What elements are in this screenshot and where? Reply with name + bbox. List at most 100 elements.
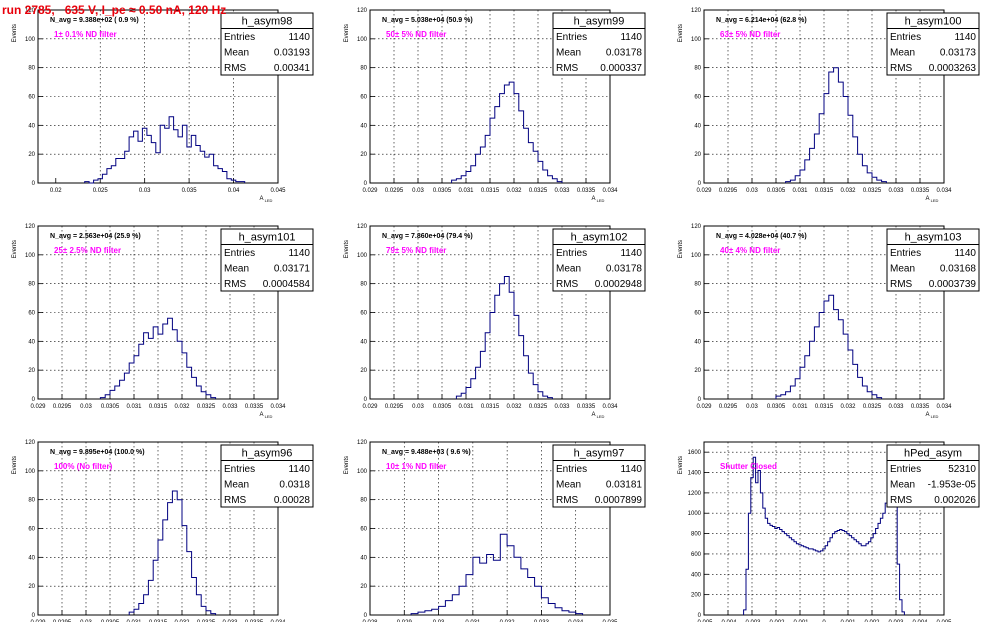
x-tick-label: 0.0335	[911, 188, 930, 194]
x-tick-label: 0.03	[433, 620, 445, 622]
y-axis-title: Events	[344, 240, 350, 258]
y-tick-label: 120	[691, 8, 702, 14]
stats-title: hPed_asym	[904, 448, 962, 460]
x-tick-label: 0.029	[30, 404, 46, 410]
x-tick-label: 0.029	[397, 620, 413, 622]
x-tick-label: 0.032	[174, 620, 190, 622]
x-tick-label: 0.033	[888, 404, 904, 410]
stats-value: 0.03168	[940, 264, 977, 275]
stats-label: RMS	[224, 63, 247, 74]
x-tick-label: 0.0325	[197, 620, 216, 622]
y-tick-label: 120	[25, 8, 36, 14]
stats-value: 52310	[948, 464, 976, 475]
stats-value: 0.00028	[274, 495, 311, 506]
x-tick-label: 0.0305	[433, 188, 452, 194]
stats-label: Entries	[224, 464, 255, 475]
x-tick-label: 0.003	[888, 620, 904, 622]
x-axis-title: A LED	[592, 196, 605, 203]
histogram-step-h_asym96	[128, 490, 217, 615]
y-tick-label: 20	[694, 368, 701, 374]
x-tick-label: 0.0325	[529, 404, 548, 410]
histogram-panel-h_asym97: 0.028 0.029 0.03 0.031 0.032 0.033 0.034 0.035 0…	[344, 440, 646, 622]
x-tick-label: 0.0325	[197, 404, 216, 410]
x-tick-label: 0.032	[840, 404, 856, 410]
x-tick-label: 0.03	[412, 404, 424, 410]
histogram-step-h_asym99	[451, 81, 563, 183]
x-tick-label: 0.034	[270, 620, 286, 622]
stats-value: 0.0318	[279, 480, 310, 491]
y-tick-label: 60	[360, 95, 367, 101]
x-tick-label: 0.035	[182, 188, 198, 194]
x-tick-label: -0.001	[791, 620, 809, 622]
filter-label: 40± 4% ND filter	[720, 246, 780, 255]
y-tick-label: 1000	[688, 511, 702, 517]
x-tick-label: 0.031	[126, 620, 142, 622]
x-tick-label: 0.0315	[481, 188, 500, 194]
y-axis-title: Events	[12, 456, 18, 474]
y-tick-label: 40	[694, 339, 701, 345]
y-tick-label: 0	[32, 181, 36, 187]
y-tick-label: 100	[357, 253, 368, 259]
x-tick-label: 0.032	[840, 188, 856, 194]
navg-label: N_avg = 5.038e+04 (50.9 %)	[382, 17, 473, 24]
stats-label: Mean	[890, 264, 915, 275]
stats-value: 0.000337	[600, 63, 642, 74]
y-tick-label: 0	[364, 397, 368, 403]
x-tick-label: 0.033	[554, 188, 570, 194]
y-tick-label: 100	[357, 37, 368, 43]
y-tick-label: 1200	[688, 491, 702, 497]
stats-box	[552, 228, 646, 292]
stats-box	[220, 444, 314, 508]
x-axis-title: A LED	[926, 412, 939, 419]
y-tick-label: 120	[357, 440, 368, 446]
stats-label: Entries	[224, 32, 255, 43]
y-tick-label: 120	[691, 224, 702, 230]
stats-label: RMS	[556, 63, 579, 74]
histogram-panel-hPed_asym: -0.005 -0.004 -0.003 -0.002 -0.001 0 0.001 0.00…	[678, 441, 980, 622]
y-tick-label: 400	[691, 572, 702, 578]
y-tick-label: 100	[691, 253, 702, 259]
stats-label: RMS	[556, 279, 579, 290]
stats-value: 0.03181	[606, 480, 643, 491]
histogram-step-h_asym103	[775, 294, 883, 399]
stats-label: RMS	[890, 495, 913, 506]
y-tick-label: 60	[28, 95, 35, 101]
y-tick-label: 40	[360, 123, 367, 129]
y-tick-label: 0	[32, 397, 36, 403]
stats-value: 0.00341	[274, 63, 311, 74]
x-tick-label: 0.032	[506, 188, 522, 194]
y-axis-title: Events	[344, 24, 350, 42]
x-tick-label: -0.002	[767, 620, 785, 622]
y-tick-label: 60	[28, 527, 35, 533]
y-tick-label: 100	[25, 253, 36, 259]
stats-label: Mean	[556, 48, 581, 59]
stats-label: RMS	[224, 279, 247, 290]
x-tick-label: 0.034	[270, 404, 286, 410]
x-tick-label: 0.032	[506, 404, 522, 410]
stats-label: Entries	[556, 464, 587, 475]
x-tick-label: -0.005	[695, 620, 713, 622]
x-tick-label: 0.0305	[101, 404, 120, 410]
x-tick-label: 0.002	[864, 620, 880, 622]
y-tick-label: 20	[28, 152, 35, 158]
x-tick-label: 0.0315	[149, 620, 168, 622]
x-tick-label: 0.0295	[385, 404, 404, 410]
y-tick-label: 40	[28, 339, 35, 345]
y-tick-label: 60	[694, 95, 701, 101]
x-tick-label: 0.03	[746, 404, 758, 410]
y-tick-label: 40	[28, 123, 35, 129]
stats-value: 1140	[288, 464, 310, 475]
stats-value: 0.0007899	[595, 495, 643, 506]
x-tick-label: 0.0315	[815, 404, 834, 410]
x-tick-label: 0.045	[270, 188, 286, 194]
histogram-step-h_asym100	[785, 67, 887, 183]
stats-value: 1140	[954, 32, 976, 43]
y-tick-label: 80	[360, 66, 367, 72]
stats-box	[886, 228, 980, 292]
x-tick-label: 0.032	[174, 404, 190, 410]
stats-label: Mean	[224, 264, 249, 275]
stats-value: 0.0003739	[929, 279, 977, 290]
histogram-panel-h_asym98: 0.02 0.025 0.03 0.035 0.04 0.045 0 20 40 60 80 100 1…	[12, 8, 314, 203]
stats-box	[220, 228, 314, 292]
stats-value: 0.03193	[274, 48, 311, 59]
